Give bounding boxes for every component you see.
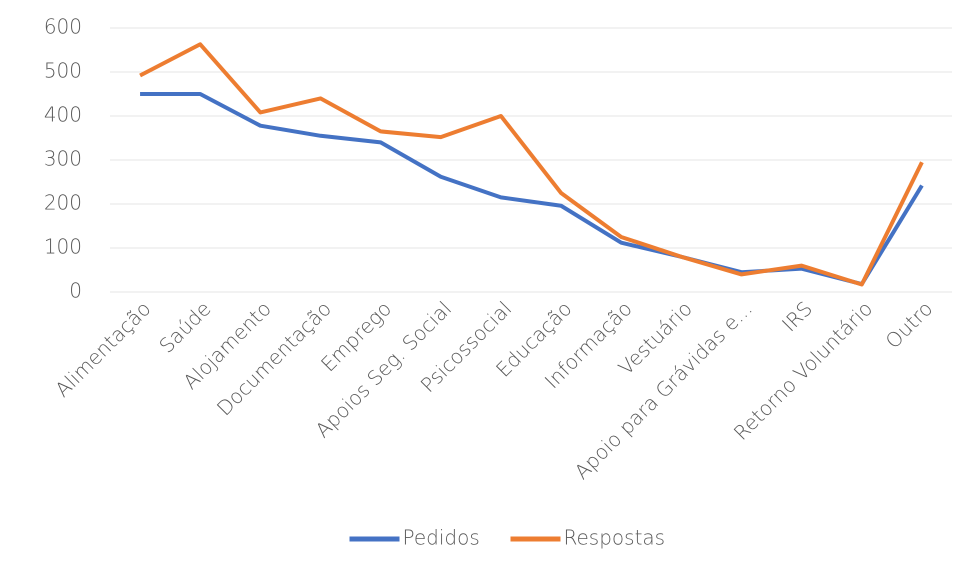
line-series [140, 92, 924, 287]
x-tick-label: IRS [777, 296, 817, 336]
y-tick-label: 0 [69, 279, 82, 303]
y-tick-label: 200 [44, 191, 82, 215]
y-tick-label: 100 [44, 235, 82, 259]
y-tick-label: 500 [44, 59, 82, 83]
y-tick-label: 300 [44, 147, 82, 171]
x-tick-label: Alimentação [50, 296, 155, 401]
legend-label: Respostas [564, 526, 666, 550]
line-series [139, 42, 924, 287]
x-tick-label: Outro [881, 296, 938, 353]
y-tick-label: 400 [44, 103, 82, 127]
legend-label: Pedidos [403, 526, 480, 550]
y-tick-label: 600 [44, 15, 82, 39]
